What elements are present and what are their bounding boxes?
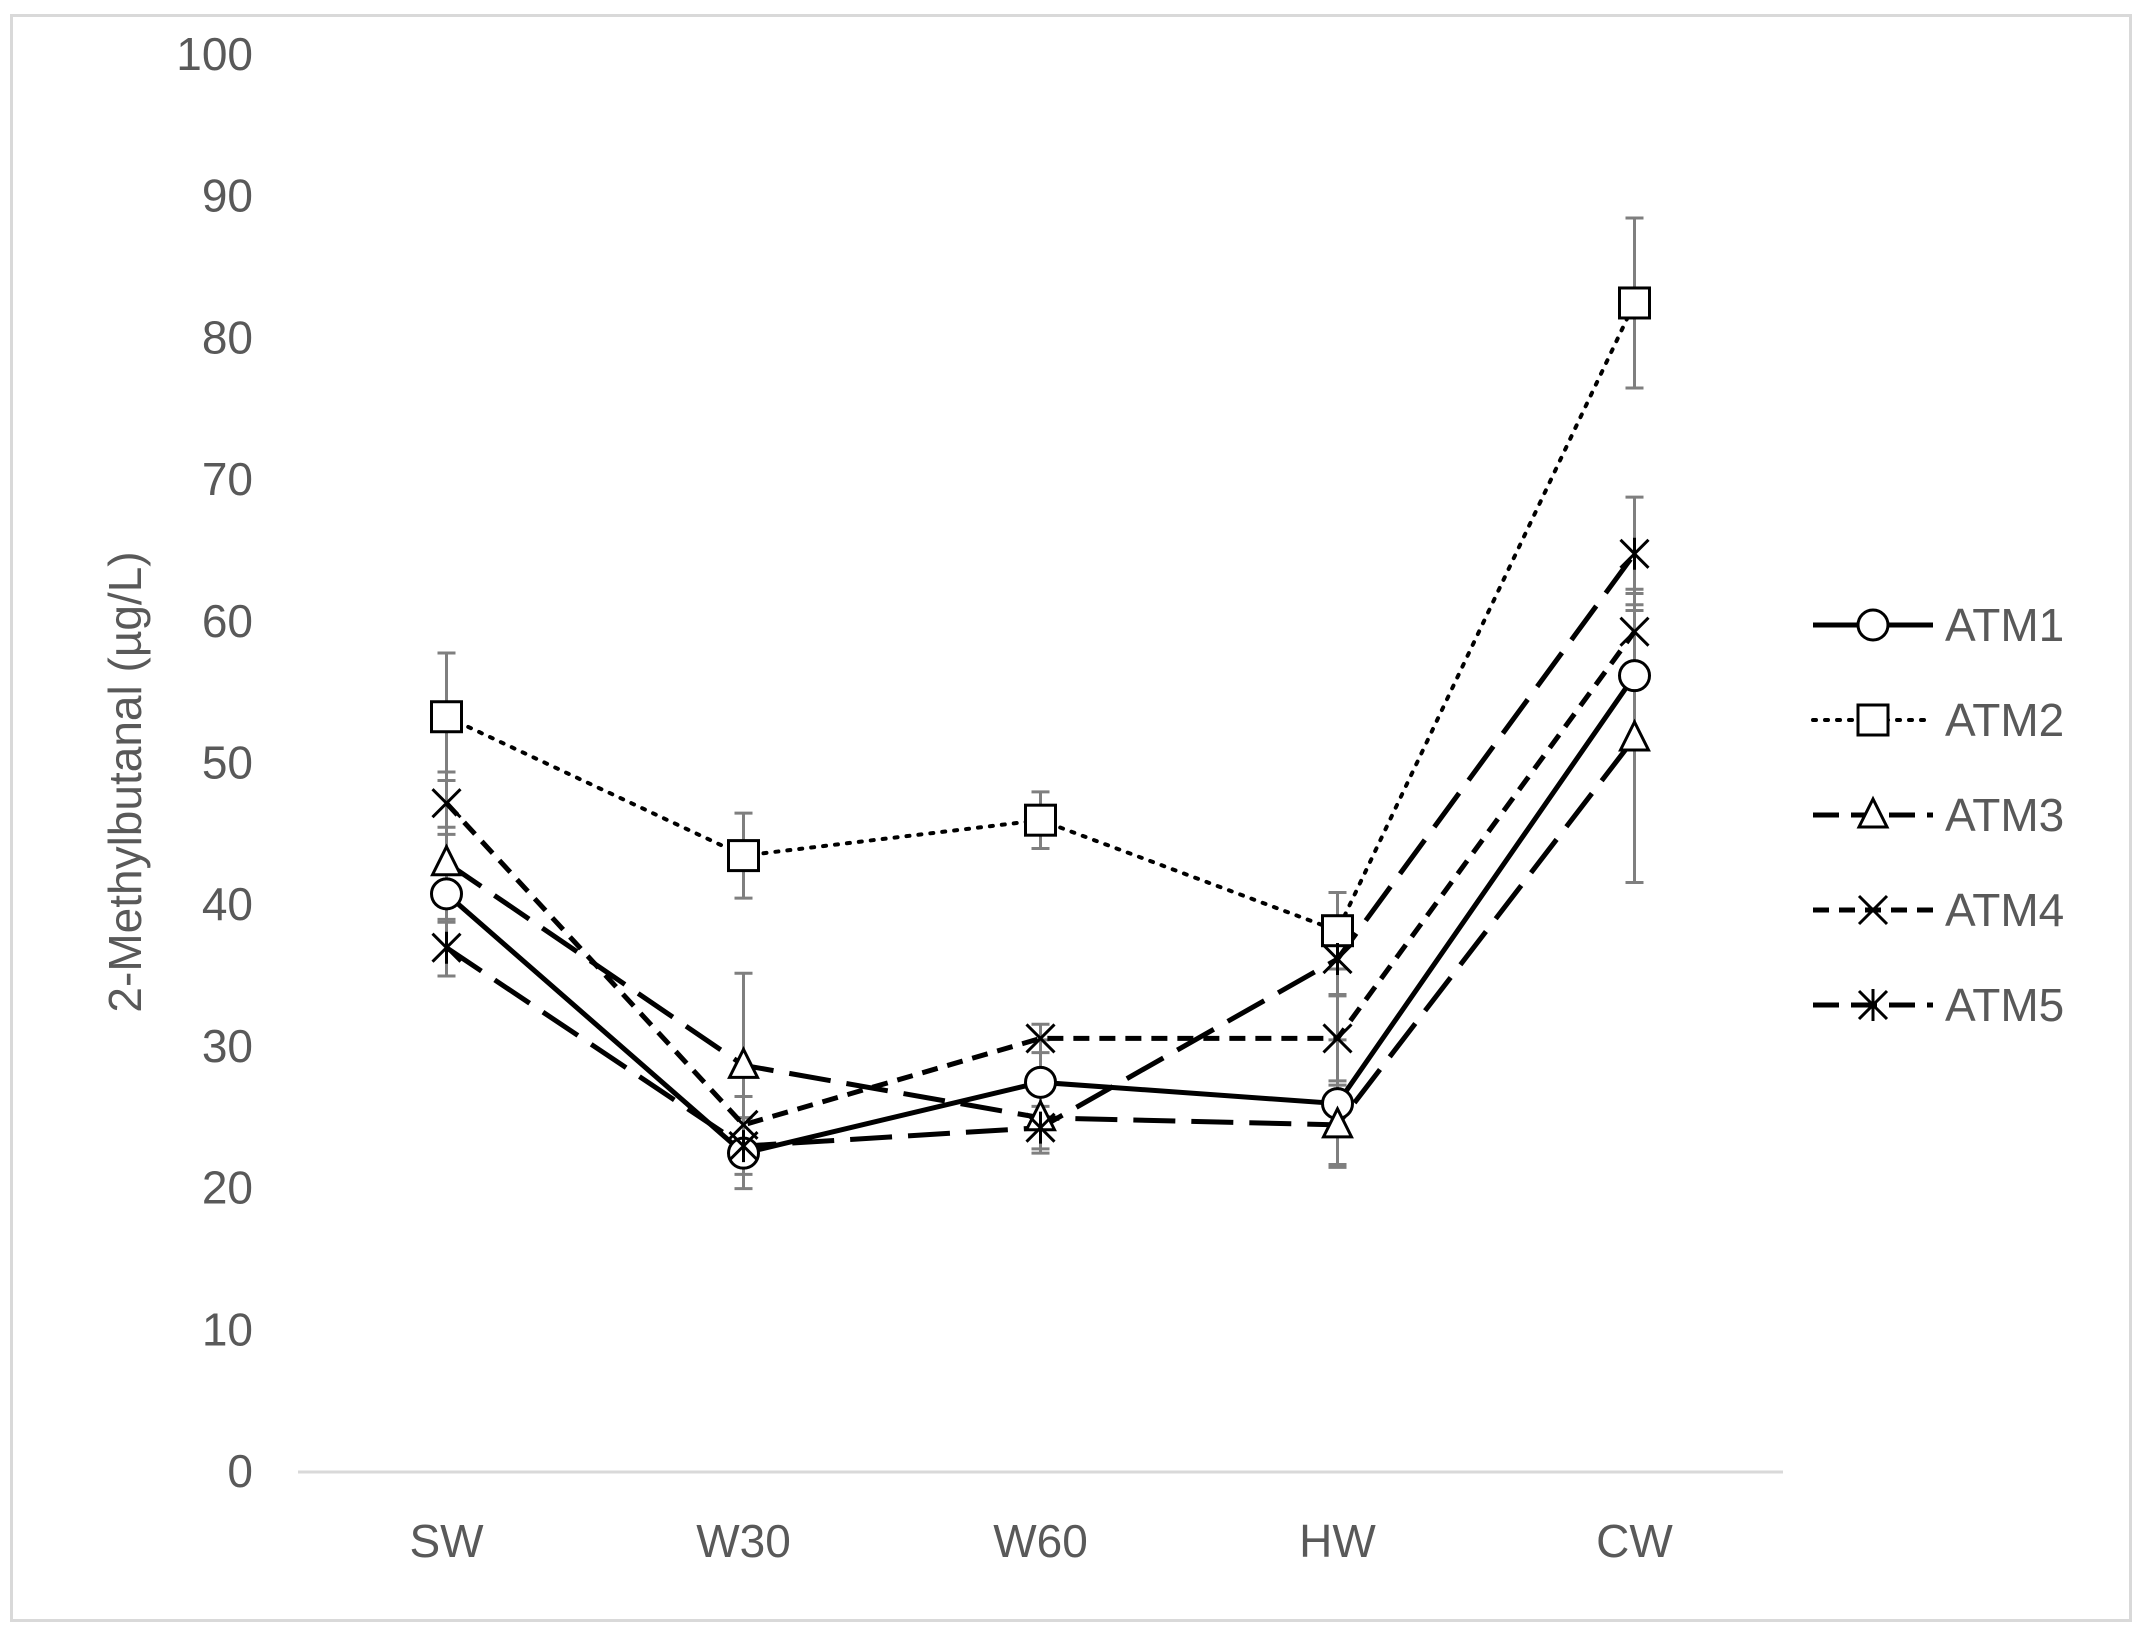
legend-entry-atm5: ATM5 [1813,979,2064,1031]
data-point-atm2 [430,700,463,734]
y-tick-label: 80 [202,311,253,363]
data-point-atm5 [1322,943,1353,976]
series-layer [430,216,1651,1191]
y-tick-label: 90 [202,170,253,222]
data-point-atm5 [728,1130,759,1163]
y-axis-title: 2-Methylbutanal (µg/L) [99,551,151,1012]
data-point-atm2 [1618,286,1651,320]
data-point-atm4 [1619,616,1650,647]
data-point-atm5 [1619,537,1650,570]
x-tick-label: CW [1596,1515,1673,1567]
data-point-atm5 [1025,1111,1056,1144]
legend-entry-atm2: ATM2 [1811,694,2064,746]
legend-marker-atm1 [1856,608,1890,642]
data-point-atm2 [727,839,760,873]
legend-entry-atm1: ATM1 [1813,599,2064,651]
legend-marker-atm4 [1857,894,1889,926]
y-tick-label: 40 [202,878,253,930]
x-tick-label: HW [1299,1515,1376,1567]
data-point-atm3 [430,843,463,877]
legend-marker-atm3 [1856,795,1890,829]
y-axis-ticks: 0 10 20 30 40 50 60 70 80 90 100 [176,28,253,1497]
legend-entry-atm3: ATM3 [1813,789,2064,841]
y-tick-label: 100 [176,28,253,80]
legend-label-atm3: ATM3 [1945,789,2064,841]
data-point-atm2 [1024,803,1057,837]
data-point-atm1 [1024,1065,1057,1099]
y-tick-label: 30 [202,1020,253,1072]
legend-label-atm1: ATM1 [1945,599,2064,651]
data-point-atm2 [1321,914,1354,948]
series-markers [430,286,1651,1170]
y-tick-label: 60 [202,595,253,647]
legend-marker-atm2 [1856,703,1890,737]
data-point-atm3 [727,1045,760,1079]
legend-label-atm2: ATM2 [1945,694,2064,746]
legend-entry-atm4: ATM4 [1813,884,2064,936]
x-axis-ticks: SW W30 W60 HW CW [409,1515,1673,1567]
data-point-atm4 [1322,1023,1353,1054]
data-point-atm3 [1321,1105,1354,1139]
y-tick-label: 20 [202,1162,253,1214]
data-point-atm3 [1618,718,1651,752]
data-point-atm4 [431,788,462,819]
y-tick-label: 50 [202,737,253,789]
x-tick-label: SW [409,1515,484,1567]
y-tick-label: 70 [202,453,253,505]
legend: ATM1 ATM2 ATM3 ATM4 ATM5 [1811,599,2064,1031]
y-tick-label: 0 [227,1445,253,1497]
legend-marker-atm5 [1857,989,1889,1021]
legend-label-atm4: ATM4 [1945,884,2064,936]
x-tick-label: W30 [696,1515,791,1567]
data-point-atm4 [1025,1023,1056,1054]
line-chart: 0 10 20 30 40 50 60 70 80 90 100 SW W30 W60 HW CW 2-Me… [99,28,2064,1567]
data-point-atm1 [430,877,463,911]
legend-label-atm5: ATM5 [1945,979,2064,1031]
data-point-atm5 [431,931,462,964]
series-line-atm4 [444,630,1637,1128]
data-point-atm1 [1618,659,1651,693]
y-tick-label: 10 [202,1303,253,1355]
x-tick-label: W60 [993,1515,1088,1567]
data-point-atm4 [728,1109,759,1140]
chart-frame: 0 10 20 30 40 50 60 70 80 90 100 SW W30 W60 HW CW 2-Me… [10,14,2132,1622]
